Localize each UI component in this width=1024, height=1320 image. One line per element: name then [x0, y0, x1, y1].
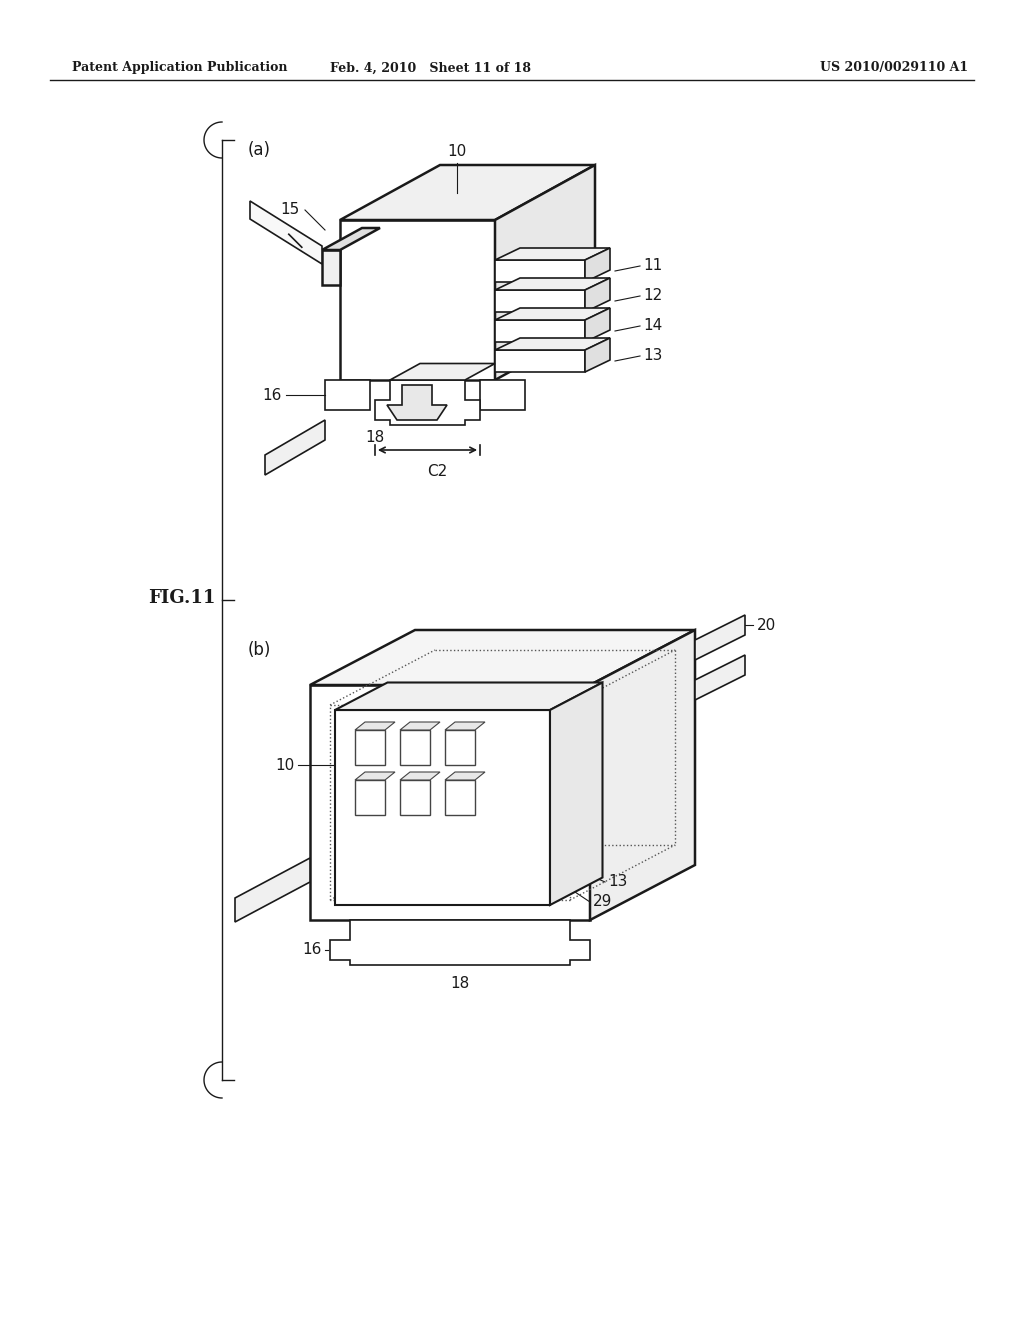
- Text: 16: 16: [262, 388, 282, 403]
- Polygon shape: [322, 249, 340, 285]
- Polygon shape: [495, 338, 610, 350]
- Text: 12: 12: [643, 289, 663, 304]
- Polygon shape: [400, 780, 430, 814]
- Polygon shape: [390, 363, 495, 380]
- Text: 29: 29: [593, 895, 612, 909]
- Polygon shape: [695, 615, 745, 660]
- Polygon shape: [340, 165, 595, 220]
- Polygon shape: [445, 722, 485, 730]
- Text: (a): (a): [248, 141, 271, 158]
- Polygon shape: [585, 279, 610, 312]
- Polygon shape: [585, 338, 610, 372]
- Polygon shape: [250, 201, 322, 264]
- Text: (b): (b): [248, 642, 271, 659]
- Polygon shape: [495, 350, 585, 372]
- Polygon shape: [234, 858, 310, 921]
- Text: 16: 16: [303, 942, 322, 957]
- Text: 11: 11: [643, 259, 663, 273]
- Polygon shape: [550, 682, 602, 906]
- Polygon shape: [445, 730, 475, 766]
- Text: C2: C2: [427, 465, 447, 479]
- Polygon shape: [310, 685, 590, 920]
- Polygon shape: [590, 630, 695, 920]
- Polygon shape: [695, 655, 745, 700]
- Polygon shape: [400, 722, 440, 730]
- Polygon shape: [335, 682, 602, 710]
- Text: 13: 13: [608, 874, 628, 890]
- Polygon shape: [495, 248, 610, 260]
- Text: Feb. 4, 2010   Sheet 11 of 18: Feb. 4, 2010 Sheet 11 of 18: [330, 62, 530, 74]
- Text: 20: 20: [757, 618, 776, 632]
- Polygon shape: [495, 165, 595, 380]
- Polygon shape: [355, 772, 395, 780]
- Polygon shape: [495, 308, 610, 319]
- Text: 18: 18: [366, 429, 385, 445]
- Polygon shape: [265, 420, 325, 475]
- Polygon shape: [495, 279, 610, 290]
- Polygon shape: [400, 730, 430, 766]
- Polygon shape: [495, 260, 585, 282]
- Text: 18: 18: [451, 975, 470, 990]
- Text: 13: 13: [643, 348, 663, 363]
- Polygon shape: [340, 220, 495, 380]
- Polygon shape: [480, 380, 525, 411]
- Polygon shape: [330, 920, 590, 965]
- Polygon shape: [387, 385, 447, 420]
- Polygon shape: [335, 710, 550, 906]
- Text: US 2010/0029110 A1: US 2010/0029110 A1: [820, 62, 968, 74]
- Polygon shape: [445, 772, 485, 780]
- Polygon shape: [355, 722, 395, 730]
- Polygon shape: [445, 780, 475, 814]
- Polygon shape: [400, 772, 440, 780]
- Polygon shape: [325, 380, 370, 411]
- Polygon shape: [310, 630, 695, 685]
- Text: FIG.11: FIG.11: [148, 589, 215, 607]
- Text: 10: 10: [275, 758, 295, 772]
- Polygon shape: [322, 228, 380, 249]
- Polygon shape: [375, 380, 480, 425]
- Text: 14: 14: [643, 318, 663, 334]
- Polygon shape: [585, 308, 610, 342]
- Polygon shape: [585, 248, 610, 282]
- Polygon shape: [495, 290, 585, 312]
- Text: 15: 15: [281, 202, 300, 218]
- Polygon shape: [495, 319, 585, 342]
- Text: 10: 10: [447, 144, 467, 158]
- Polygon shape: [355, 730, 385, 766]
- Polygon shape: [355, 780, 385, 814]
- Text: Patent Application Publication: Patent Application Publication: [72, 62, 288, 74]
